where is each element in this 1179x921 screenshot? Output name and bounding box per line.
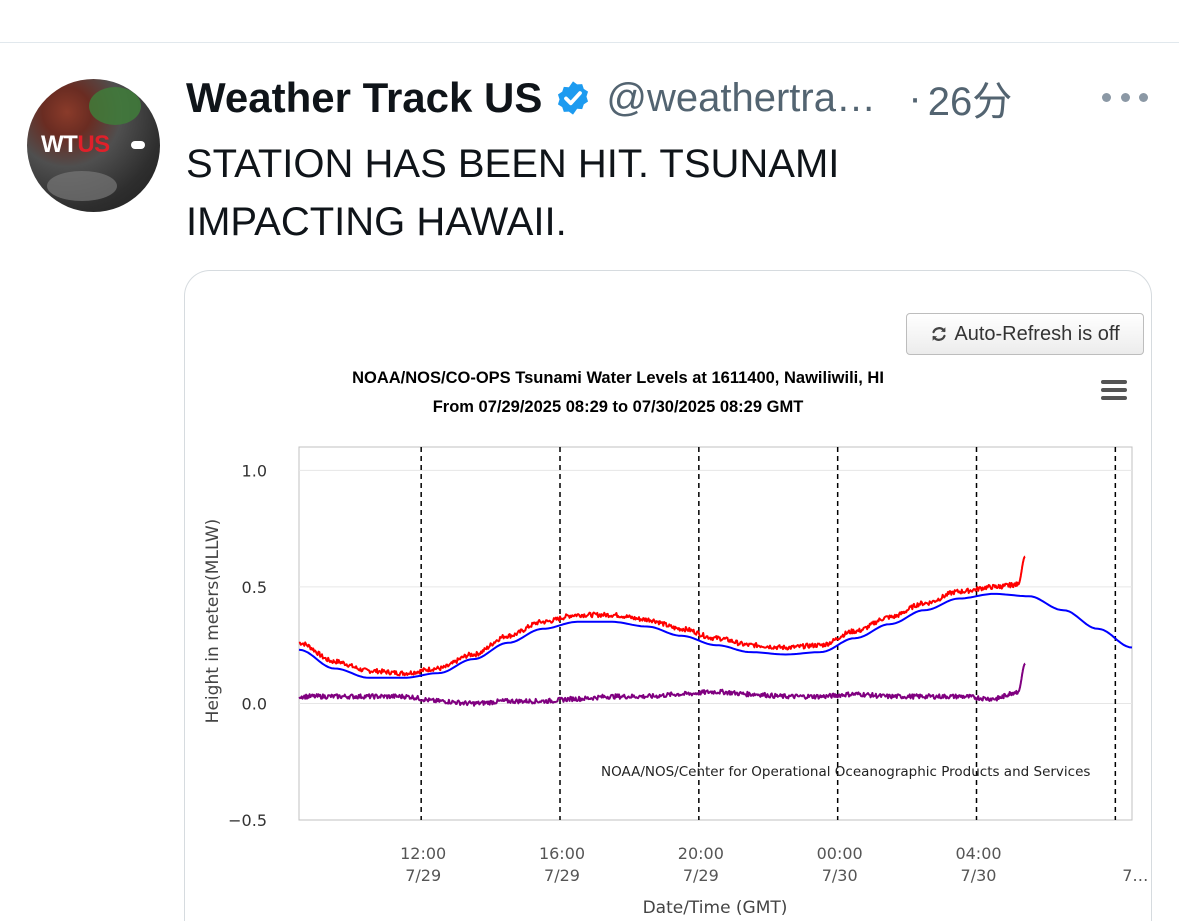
x-tick-date-label: 7/30 <box>822 866 858 885</box>
tweet[interactable]: WTUS Weather Track US @weathertra… · 26分… <box>0 43 1179 921</box>
tweet-timestamp[interactable]: 26分 <box>927 80 1013 124</box>
more-options-icon[interactable] <box>1102 87 1148 107</box>
more-dot <box>1102 92 1111 102</box>
tweet-header: Weather Track US @weathertra… · 26分 <box>186 73 1012 124</box>
tweet-text: STATION HAS BEEN HIT. TSUNAMI IMPACTING … <box>186 135 1086 251</box>
avatar[interactable]: WTUS <box>27 79 160 212</box>
auto-refresh-label: Auto-Refresh is off <box>954 322 1120 345</box>
avatar-logo: WTUS <box>41 131 110 159</box>
y-tick-label: 0.5 <box>242 578 267 597</box>
avatar-cloud-blob <box>47 171 117 201</box>
plot-area-border <box>298 446 1133 821</box>
x-axis-title: Date/Time (GMT) <box>643 898 788 918</box>
x-tick-date-label: 7/29 <box>405 866 441 885</box>
x-tick-time-label: 00:00 <box>817 844 863 863</box>
avatar-cloud-icon <box>131 141 145 149</box>
more-dot <box>1120 92 1130 102</box>
chart-credit: NOAA/NOS/Center for Operational Oceanogr… <box>601 764 1090 780</box>
refresh-icon <box>932 327 946 341</box>
y-tick-label: −0.5 <box>228 811 267 830</box>
x-tick-date-label: 7… <box>1122 866 1148 885</box>
avatar-radar-blob <box>89 87 141 125</box>
y-axis-title: Height in meters(MLLW) <box>203 519 223 724</box>
x-tick-date-label: 7/30 <box>961 866 997 885</box>
author-name[interactable]: Weather Track US <box>186 74 543 121</box>
x-tick-date-label: 7/29 <box>683 866 719 885</box>
x-tick-time-label: 12:00 <box>400 844 446 863</box>
avatar-logo-wt: WT <box>41 131 78 158</box>
x-tick-time-label: 16:00 <box>539 844 585 863</box>
more-dot <box>1139 92 1148 102</box>
x-tick-time-label: 04:00 <box>955 844 1001 863</box>
chart-subtitle: From 07/29/2025 08:29 to 07/30/2025 08:2… <box>432 398 804 416</box>
series-line-2 <box>298 662 1026 707</box>
series-line-1 <box>298 555 1026 677</box>
y-tick-label: 0.0 <box>242 694 267 713</box>
top-divider <box>0 42 1179 43</box>
media-card[interactable]: Auto-Refresh is off NOAA/NOS/CO-OPS Tsun… <box>184 270 1152 921</box>
series-line-0 <box>298 592 1133 679</box>
tweet-text-line: STATION HAS BEEN HIT. TSUNAMI <box>186 142 840 186</box>
chart-title: NOAA/NOS/CO-OPS Tsunami Water Levels at … <box>352 369 884 387</box>
x-tick-time-label: 20:00 <box>678 844 724 863</box>
separator-dot: · <box>908 75 922 120</box>
verified-badge-icon[interactable] <box>554 79 592 117</box>
auto-refresh-button[interactable]: Auto-Refresh is off <box>906 313 1144 355</box>
avatar-logo-us: US <box>77 131 110 158</box>
x-tick-date-label: 7/29 <box>544 866 580 885</box>
y-tick-label: 1.0 <box>242 461 267 480</box>
hamburger-menu-icon[interactable] <box>1101 379 1127 401</box>
author-handle[interactable]: @weathertra… <box>606 75 876 120</box>
water-level-chart: 1.0 0.5 0.0 −0.5 12:00 7/29 16:00 7/29 20:00 7/29… <box>203 446 1148 918</box>
tweet-text-line: IMPACTING HAWAII. <box>186 200 567 244</box>
